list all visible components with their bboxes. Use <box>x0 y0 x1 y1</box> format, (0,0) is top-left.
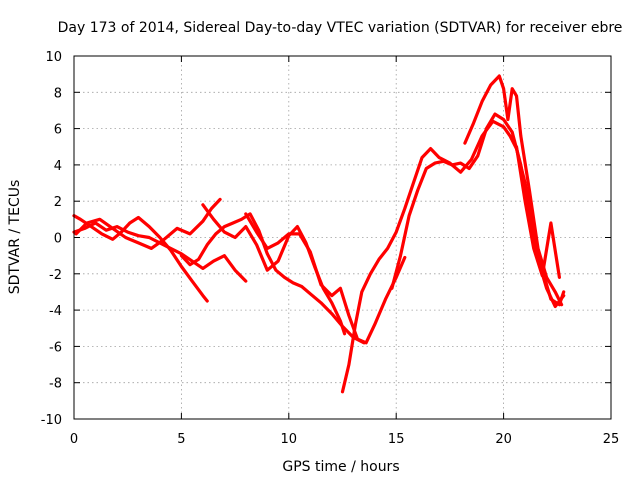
y-tick-label: 6 <box>54 123 62 138</box>
chart-title: Day 173 of 2014, Sidereal Day-to-day VTE… <box>58 20 623 36</box>
series-line-sat-f <box>244 212 407 345</box>
series-line-sat-e <box>201 203 347 336</box>
series-line-sat-g <box>340 119 566 394</box>
x-tick-label: 0 <box>70 432 78 447</box>
series-line-sat-c <box>74 197 222 250</box>
y-axis-label: SDTVAR / TECUs <box>7 180 23 295</box>
axis-ticks <box>73 55 612 420</box>
x-tick-label: 10 <box>281 432 298 447</box>
series-line-sat-j <box>514 145 562 279</box>
series-line-sat-i <box>463 74 564 307</box>
x-tick-label: 25 <box>603 432 620 447</box>
series-layer <box>72 74 566 394</box>
x-axis-label: GPS time / hours <box>282 459 399 475</box>
y-tick-label: 4 <box>54 159 62 174</box>
y-tick-label: -2 <box>49 268 62 283</box>
y-tick-label: -10 <box>41 413 62 428</box>
y-tick-label: 10 <box>45 50 62 65</box>
series-line-sat-b <box>72 214 209 303</box>
y-tick-label: -4 <box>49 304 62 319</box>
y-tick-label: 2 <box>54 195 62 210</box>
x-tick-label: 15 <box>388 432 405 447</box>
series-line-sat-d <box>179 212 366 345</box>
y-tick-label: -6 <box>49 340 62 355</box>
series-line-sat-h <box>390 112 566 309</box>
x-tick-label: 20 <box>495 432 512 447</box>
y-tick-labels: -10 -8 -6 -4 -2 0 2 4 6 8 10 <box>41 50 62 428</box>
x-tick-labels: 0 5 10 15 20 25 <box>70 432 619 447</box>
y-tick-label: 0 <box>54 232 62 247</box>
y-tick-label: -8 <box>49 377 62 392</box>
y-tick-label: 8 <box>54 86 62 101</box>
x-tick-label: 5 <box>177 432 185 447</box>
